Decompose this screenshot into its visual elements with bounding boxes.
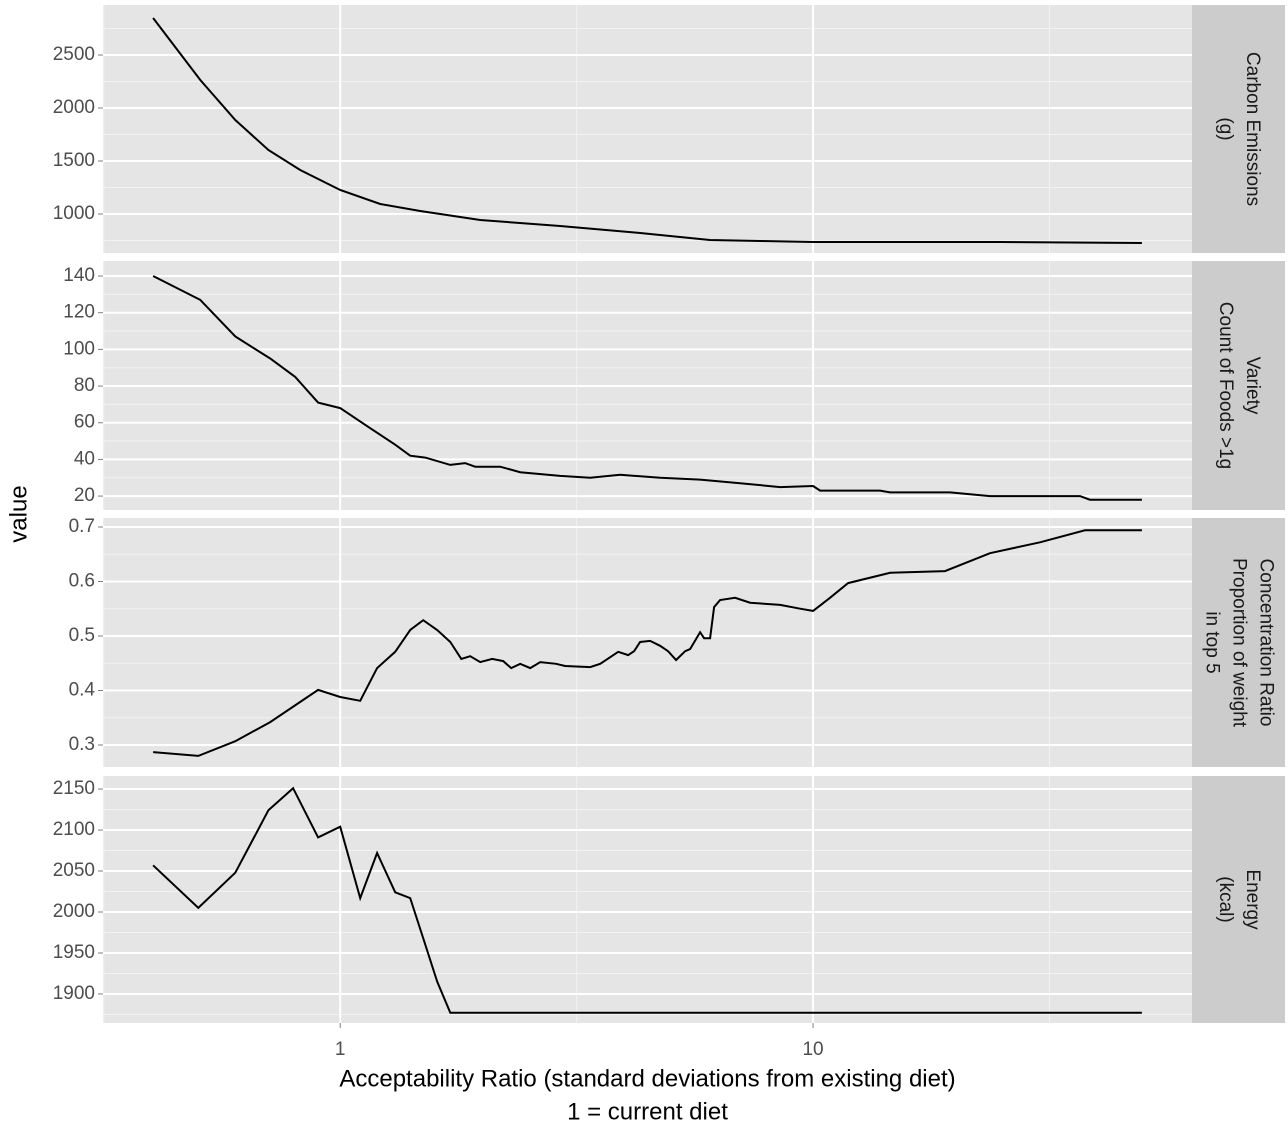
y-tick-label: 2000 bbox=[53, 97, 95, 118]
data-line bbox=[152, 275, 1142, 501]
panel-background bbox=[103, 776, 1192, 1023]
y-tick-label: 1950 bbox=[53, 942, 95, 963]
data-line bbox=[152, 786, 1142, 1014]
y-tick-label: 0.5 bbox=[69, 625, 95, 646]
strip-label: Energy bbox=[1242, 869, 1263, 930]
x-axis-title: 1 = current diet bbox=[567, 1098, 728, 1125]
strip-label: Concentration Ratio bbox=[1255, 559, 1276, 727]
y-tick-label: 1900 bbox=[53, 983, 95, 1004]
strip-label: Count of Foods >1g bbox=[1215, 302, 1236, 469]
y-tick-label: 2050 bbox=[53, 860, 95, 881]
y-tick-label: 2500 bbox=[53, 44, 95, 65]
y-tick-label: 0.7 bbox=[69, 516, 95, 537]
panel-background bbox=[103, 5, 1192, 253]
y-tick-label: 0.3 bbox=[69, 734, 95, 755]
y-tick-label: 1500 bbox=[53, 150, 95, 171]
strip-label: in top 5 bbox=[1201, 611, 1222, 673]
y-tick-label: 120 bbox=[63, 302, 95, 323]
y-tick-label: 40 bbox=[74, 448, 95, 469]
strip-label: (kcal) bbox=[1215, 876, 1236, 922]
strip-background bbox=[1192, 5, 1285, 253]
strip-background bbox=[1192, 776, 1285, 1023]
y-tick-label: 2000 bbox=[53, 901, 95, 922]
y-tick-label: 2150 bbox=[53, 778, 95, 799]
y-tick-label: 0.6 bbox=[69, 571, 95, 592]
strip-label: Carbon Emissions bbox=[1242, 52, 1263, 206]
x-tick-label: 1 bbox=[335, 1039, 346, 1060]
strip-background bbox=[1192, 518, 1285, 767]
panel-background bbox=[103, 518, 1192, 767]
y-tick-label: 1000 bbox=[53, 203, 95, 224]
y-tick-label: 80 bbox=[74, 375, 95, 396]
strip-label: (g) bbox=[1215, 117, 1236, 140]
x-axis-title: Acceptability Ratio (standard deviations… bbox=[339, 1065, 955, 1092]
y-tick-label: 2100 bbox=[53, 819, 95, 840]
y-tick-label: 100 bbox=[63, 338, 95, 359]
data-line bbox=[152, 17, 1142, 244]
strip-background bbox=[1192, 261, 1285, 510]
y-tick-label: 20 bbox=[74, 485, 95, 506]
y-tick-label: 0.4 bbox=[69, 680, 96, 701]
y-tick-label: 60 bbox=[74, 412, 95, 433]
y-tick-label: 140 bbox=[63, 265, 95, 286]
x-tick-label: 10 bbox=[802, 1039, 823, 1060]
data-line bbox=[153, 529, 1142, 757]
strip-label: Proportion of weight bbox=[1228, 558, 1249, 728]
y-axis-title: value bbox=[5, 485, 32, 542]
strip-label: Variety bbox=[1242, 357, 1263, 415]
